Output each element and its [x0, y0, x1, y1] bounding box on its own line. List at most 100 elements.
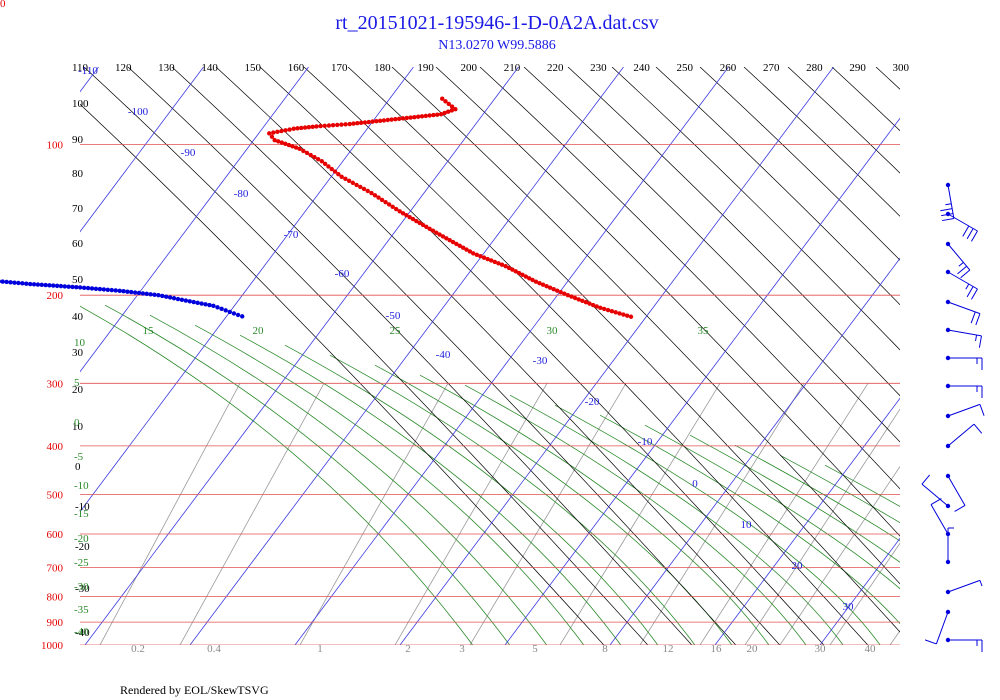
dewpoint-point	[85, 285, 91, 291]
dewpoint-point	[203, 302, 208, 307]
wind-barb	[945, 383, 983, 398]
dry-adiabat	[743, 67, 900, 217]
theta-left-label: 70	[72, 203, 84, 215]
temperature-point	[415, 114, 421, 119]
theta-tick-label: 260	[720, 62, 737, 74]
wind-barb	[945, 269, 978, 300]
temperature-point	[390, 204, 395, 209]
isotherm-label: -80	[234, 188, 249, 200]
dry-adiabat	[347, 67, 900, 633]
temperature-point	[299, 125, 304, 131]
theta-tick-label: 110	[72, 62, 89, 74]
temperature-point	[613, 310, 618, 315]
dewpoint-point	[129, 289, 134, 295]
temperature-point	[492, 259, 498, 265]
grid-lines	[80, 67, 1000, 685]
dewpoint-point	[207, 302, 212, 308]
temperature-point	[283, 141, 288, 147]
temperature-point	[379, 197, 385, 203]
mixing-ratio-line	[179, 383, 325, 645]
temperature-point	[389, 117, 394, 122]
chart-subtitle: N13.0270 W99.5886	[438, 38, 556, 53]
dry-adiabat	[920, 67, 1000, 685]
moist-adiabat-label: 20	[253, 325, 265, 337]
wind-barb	[945, 527, 954, 565]
wind-barb	[945, 299, 981, 326]
mixing-ratio-label: 40	[865, 643, 877, 655]
dewpoint-point	[240, 314, 245, 319]
wind-barb-flag	[971, 288, 978, 300]
dewpoint-point	[175, 296, 181, 302]
temperature-point	[440, 96, 445, 101]
temperature-point	[322, 123, 327, 129]
temperature-point	[347, 121, 352, 127]
wind-barb-flag	[965, 283, 970, 290]
dewpoint-point	[199, 301, 204, 306]
dewpoint-point	[70, 284, 75, 290]
temperature-point	[397, 209, 402, 214]
dewpoint-point	[51, 283, 56, 288]
temperature-point	[587, 301, 592, 306]
temperature-point	[381, 118, 387, 123]
wind-barb-staff	[947, 579, 981, 593]
temperature-point	[562, 291, 567, 296]
wind-barb-flag	[970, 311, 976, 324]
temperature-point	[293, 145, 299, 150]
chart-title: rt_20151021-195946-1-D-0A2A.dat.csv	[335, 12, 658, 34]
corner-label: 0	[0, 0, 6, 10]
theta-tick-label: 140	[201, 62, 218, 74]
temperature-point	[440, 234, 446, 239]
wind-barb-flag	[945, 203, 952, 206]
dewpoint-point	[211, 303, 216, 308]
temperature-point	[283, 128, 288, 133]
temperature-point	[572, 295, 578, 301]
dewpoint-point	[140, 291, 146, 296]
moist-adiabat-left-label: -15	[74, 508, 89, 520]
temperature-point	[396, 116, 402, 121]
theta-left-label: -10	[75, 501, 90, 513]
temperature-point	[400, 211, 406, 216]
dewpoint-point	[148, 292, 153, 297]
temperature-point	[569, 294, 574, 299]
moist-adiabat	[419, 374, 770, 645]
temperature-point	[621, 312, 626, 317]
wind-barb-flag	[930, 498, 942, 505]
wind-barb-flag	[979, 580, 983, 587]
pressure-label: 600	[47, 529, 64, 541]
dewpoint-point	[167, 295, 173, 300]
temperature-point	[358, 120, 364, 126]
footer-credit: Rendered by EOL/SkewTSVG	[120, 683, 269, 697]
temperature-point	[478, 254, 483, 259]
wind-barb	[945, 327, 982, 348]
temperature-point	[551, 287, 556, 292]
wind-barb	[921, 474, 951, 509]
dewpoint-point	[231, 311, 237, 316]
dewpoint-point	[132, 290, 138, 295]
wind-barb-flag	[958, 262, 964, 267]
temperature-point	[297, 146, 302, 152]
theta-left-label: 50	[72, 274, 84, 286]
temperature-point	[295, 126, 300, 131]
theta-tick-label: 230	[590, 62, 607, 74]
temperature-point	[302, 125, 308, 130]
wind-barb-flag	[954, 505, 966, 512]
temperature-point	[431, 112, 436, 118]
theta-left-label: 0	[75, 461, 81, 473]
temperature-point	[424, 224, 429, 230]
moist-adiabat	[194, 324, 585, 645]
temperature-point	[383, 199, 388, 205]
temperature-point	[499, 262, 505, 267]
dewpoint-point	[47, 283, 52, 288]
dry-adiabat	[435, 67, 900, 537]
temperature-point	[372, 193, 378, 198]
wind-barb-flag	[978, 335, 982, 348]
temperature-point	[393, 116, 398, 122]
isotherm-label: 0	[692, 478, 698, 490]
wind-barb-flag	[975, 334, 978, 342]
temperature-point	[503, 263, 508, 269]
wind-barb-flag	[960, 269, 971, 279]
isotherm-line	[189, 67, 624, 645]
dewpoint-point	[93, 286, 99, 291]
temperature-point	[471, 251, 476, 256]
